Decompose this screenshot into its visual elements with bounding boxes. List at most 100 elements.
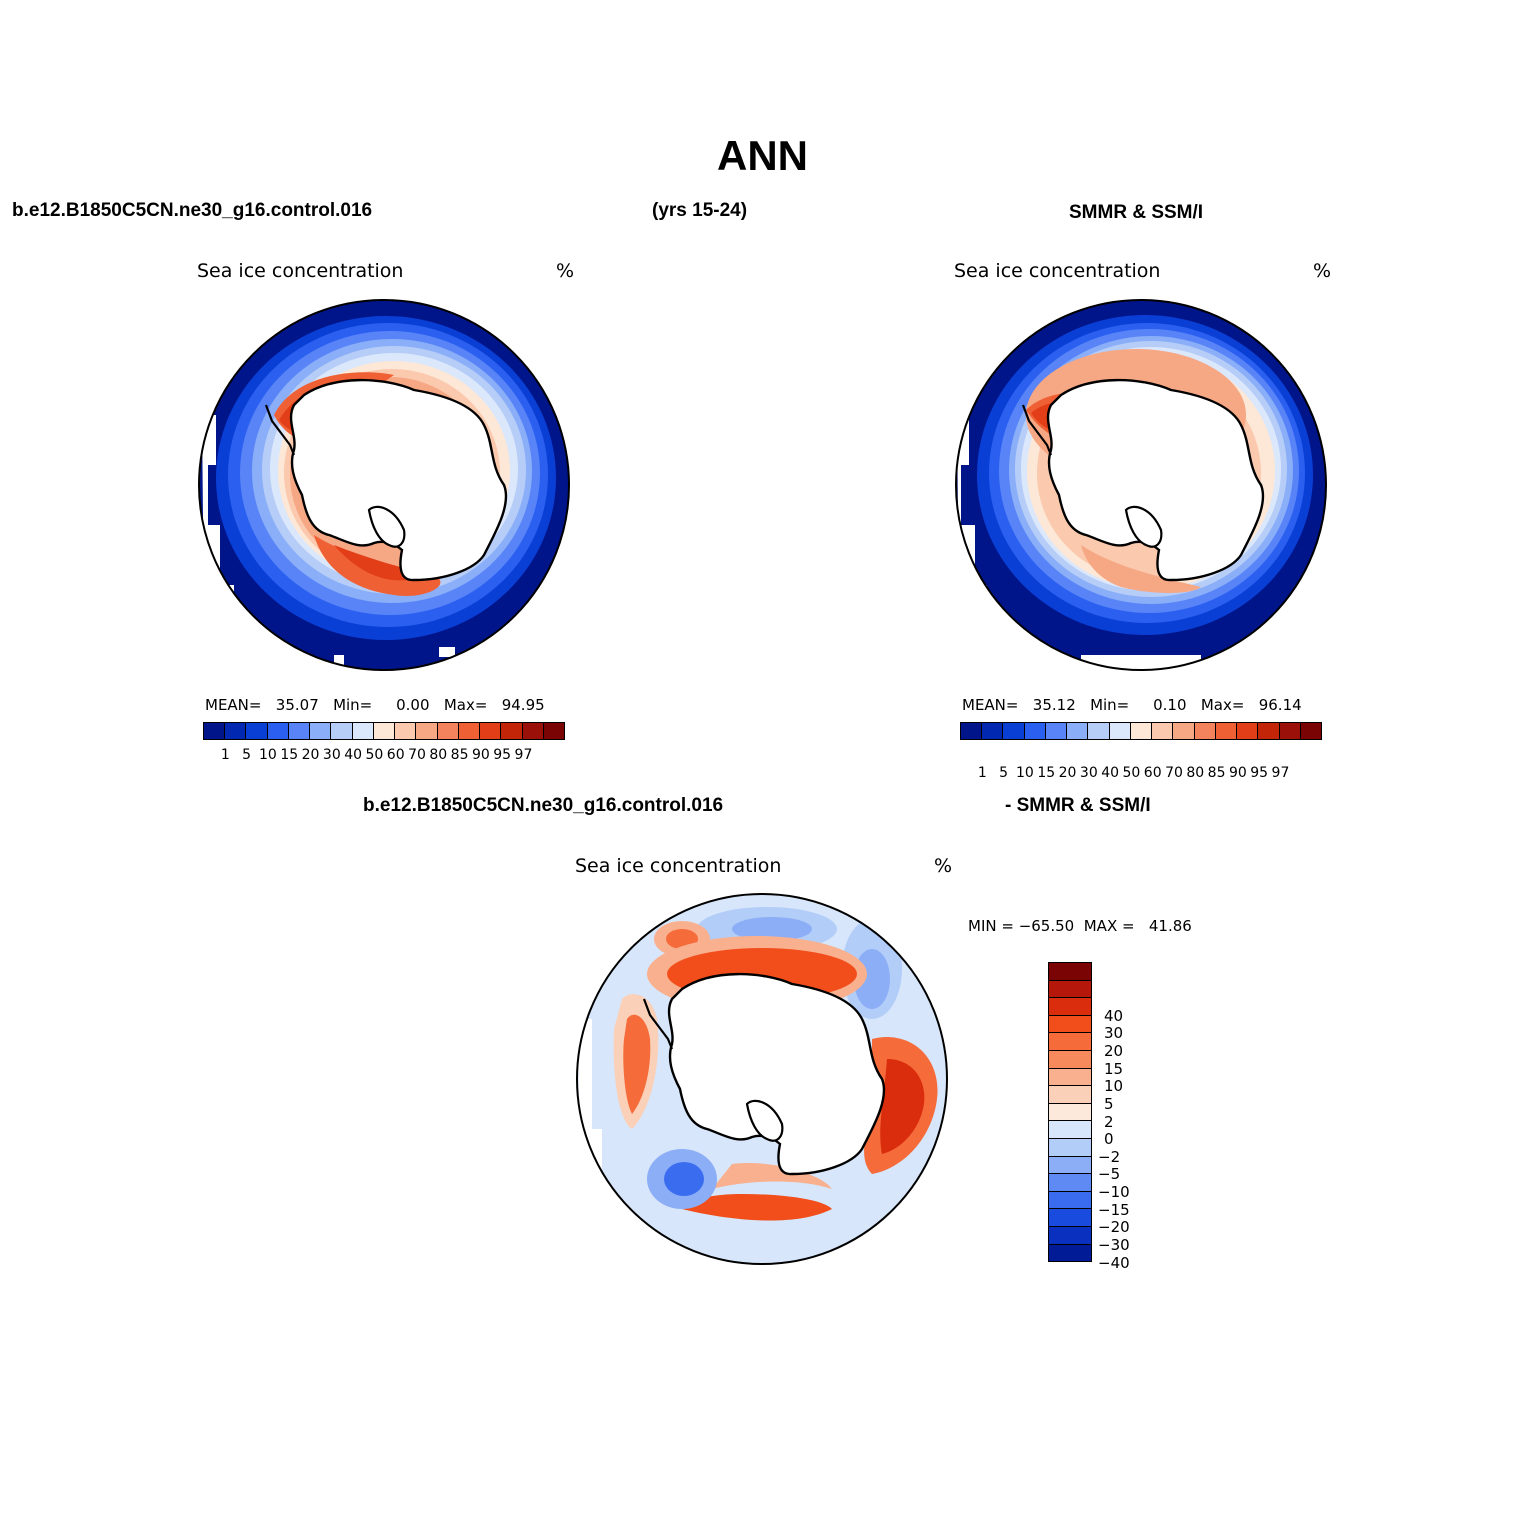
obs-colorbar-tick-label: 40 [1101, 765, 1120, 781]
model-colorbar-swatch [437, 723, 459, 739]
obs-colorbar-tick-label: 90 [1228, 765, 1247, 781]
obs-colorbar-swatch [1173, 723, 1195, 739]
diff-colorbar-swatch [1049, 1191, 1091, 1210]
model-panel-units: % [556, 260, 575, 282]
diff-colorbar-swatch [1049, 1209, 1091, 1227]
diff-colorbar-tick-label: −10 [1098, 1183, 1130, 1202]
obs-colorbar-tick-label: 80 [1186, 765, 1205, 781]
diff-colorbar-tick-label: 0 [1104, 1130, 1114, 1149]
obs-map [955, 299, 1327, 671]
diff-colorbar-tick-label: −2 [1098, 1147, 1121, 1166]
model-colorbar-swatch [458, 723, 481, 739]
diff-colorbar-tick-label: 40 [1104, 1006, 1124, 1025]
model-colorbar-tick-label: 97 [514, 747, 533, 763]
diff-colorbar-swatch [1049, 1174, 1091, 1192]
diff-minmax: MIN = −65.50 MAX = 41.86 [968, 917, 1192, 935]
obs-colorbar [960, 722, 1322, 740]
obs-colorbar-tick-label: 10 [1016, 765, 1034, 781]
diff-colorbar-swatch [1049, 1244, 1091, 1262]
diff-colorbar-tick-label: 10 [1104, 1077, 1124, 1096]
model-colorbar-swatch [373, 723, 396, 739]
diff-colorbar-swatch [1049, 1103, 1091, 1122]
model-colorbar-swatch [310, 723, 332, 739]
model-colorbar-swatch [501, 723, 523, 739]
diff-colorbar-swatch [1049, 963, 1091, 981]
diff-colorbar-swatch [1049, 1068, 1091, 1087]
obs-panel-units: % [1313, 260, 1332, 282]
obs-colorbar-tick-label: 70 [1165, 765, 1183, 781]
obs-colorbar-tick-label: 1 [977, 765, 987, 781]
obs-name: SMMR & SSM/I [1069, 202, 1204, 223]
obs-colorbar-tick-label: 5 [999, 765, 1009, 781]
obs-panel-title: Sea ice concentration [954, 260, 1161, 282]
model-colorbar-tick-label: 5 [242, 747, 252, 763]
diff-colorbar-swatch [1049, 1121, 1091, 1139]
obs-colorbar-tick-label: 95 [1250, 765, 1269, 781]
diff-obs-name: - SMMR & SSM/I [1005, 795, 1151, 816]
model-colorbar-swatch [331, 723, 353, 739]
diff-colorbar-tick-label: 5 [1104, 1094, 1114, 1113]
diff-colorbar-tick-label: −15 [1098, 1200, 1130, 1219]
diff-colorbar-swatch [1049, 1050, 1091, 1069]
model-colorbar-swatch [480, 723, 502, 739]
obs-colorbar-swatch [1130, 723, 1153, 739]
obs-colorbar-tick-label: 15 [1037, 765, 1056, 781]
model-colorbar-tick-label: 20 [301, 747, 320, 763]
model-colorbar-tick-label: 95 [493, 747, 512, 763]
model-colorbar-tick-label: 40 [344, 747, 363, 763]
diff-colorbar-swatch [1049, 1015, 1091, 1034]
years-label: (yrs 15-24) [652, 200, 748, 221]
diff-colorbar-tick-label: −20 [1098, 1218, 1130, 1237]
obs-colorbar-tick-label: 30 [1079, 765, 1098, 781]
obs-colorbar-swatch [982, 723, 1004, 739]
model-colorbar-tick-label: 80 [429, 747, 448, 763]
model-stats: MEAN= 35.07 Min= 0.00 Max= 94.95 [205, 696, 545, 714]
diff-colorbar-tick-label: −5 [1098, 1165, 1121, 1184]
model-colorbar-tick-label: 1 [220, 747, 230, 763]
obs-colorbar-swatch [1024, 723, 1046, 739]
model-colorbar-tick-label: 90 [471, 747, 490, 763]
model-colorbar-swatch [246, 723, 268, 739]
diff-colorbar-tick-label: 15 [1104, 1059, 1124, 1078]
model-colorbar [203, 722, 565, 740]
obs-colorbar-swatch [1300, 723, 1321, 739]
obs-colorbar-swatch [1258, 723, 1280, 739]
obs-colorbar-swatch [1045, 723, 1068, 739]
model-colorbar-swatch [225, 723, 247, 739]
diff-panel-title: Sea ice concentration [575, 855, 782, 877]
obs-colorbar-tick-label: 60 [1143, 765, 1162, 781]
obs-colorbar-swatch [1152, 723, 1174, 739]
diff-colorbar-swatch [1049, 1226, 1091, 1245]
model-colorbar-swatch [543, 723, 564, 739]
figure-title: ANN [717, 132, 808, 179]
diff-colorbar-swatch [1049, 1138, 1091, 1157]
diff-panel-units: % [934, 855, 953, 877]
model-colorbar-tick-label: 85 [450, 747, 469, 763]
model-colorbar-tick-label: 10 [259, 747, 277, 763]
obs-colorbar-tick-label: 20 [1058, 765, 1077, 781]
model-colorbar-labels: 1 5 10 15 20 30 40 50 60 70 80 85 90 95 97 [203, 747, 565, 765]
model-colorbar-swatch [204, 723, 226, 739]
obs-colorbar-swatch [1109, 723, 1131, 739]
obs-colorbar-labels: 1 5 10 15 20 30 40 50 60 70 80 85 90 95 97 [960, 765, 1322, 783]
obs-colorbar-swatch [1215, 723, 1238, 739]
obs-colorbar-swatch [1194, 723, 1216, 739]
diff-colorbar-tick-label: 30 [1104, 1024, 1124, 1043]
diff-colorbar-labels: 40 30 20 15 10 5 2 0 −2 −5 −10 −15 −20 −30 −40 [1098, 998, 1158, 1298]
obs-colorbar-swatch [1088, 723, 1110, 739]
obs-colorbar-swatch [961, 723, 983, 739]
diff-colorbar-tick-label: 2 [1104, 1112, 1114, 1131]
model-panel-title: Sea ice concentration [197, 260, 404, 282]
obs-colorbar-tick-label: 97 [1271, 765, 1290, 781]
diff-colorbar-swatch [1049, 1156, 1091, 1175]
diff-colorbar-swatch [1049, 980, 1091, 999]
model-colorbar-swatch [352, 723, 374, 739]
model-colorbar-tick-label: 70 [408, 747, 426, 763]
diff-map [576, 893, 948, 1265]
obs-colorbar-swatch [1003, 723, 1025, 739]
model-colorbar-swatch [416, 723, 438, 739]
model-colorbar-swatch [395, 723, 417, 739]
diff-case-name: b.e12.B1850C5CN.ne30_g16.control.016 [363, 795, 724, 816]
model-colorbar-tick-label: 50 [365, 747, 384, 763]
diff-colorbar [1048, 962, 1092, 1262]
